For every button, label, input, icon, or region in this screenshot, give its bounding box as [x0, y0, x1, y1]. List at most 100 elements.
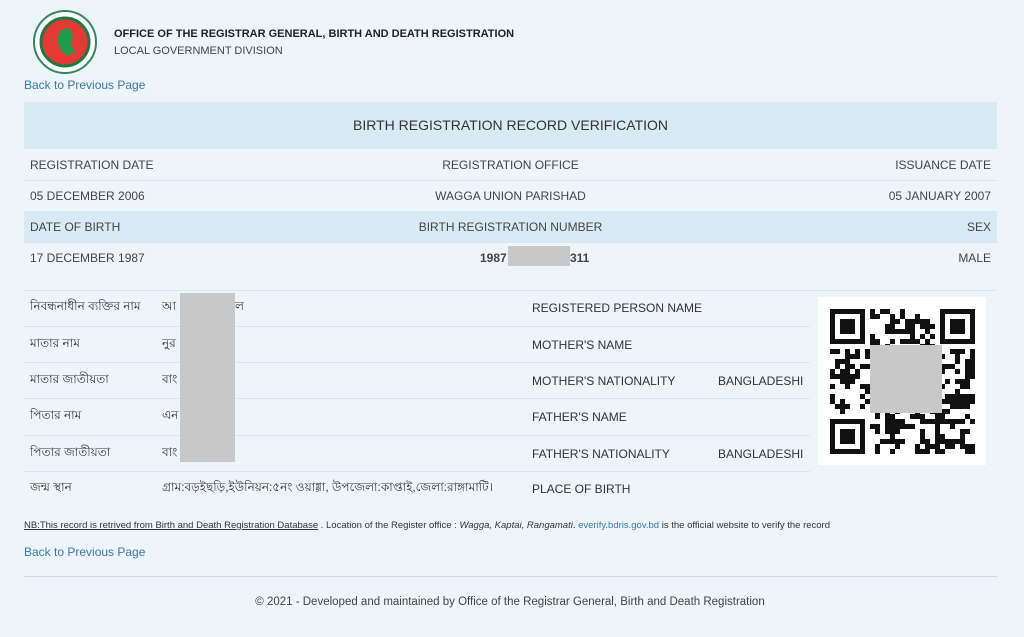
qr-module: [875, 429, 880, 434]
qr-module: [830, 374, 835, 379]
label-en: MOTHER'S NAME: [532, 337, 633, 352]
qr-module: [935, 434, 940, 439]
label-bn: জন্ম স্থান: [30, 479, 72, 494]
qr-module: [950, 349, 955, 354]
qr-module: [935, 439, 940, 444]
qr-module: [940, 414, 945, 419]
qr-module: [970, 419, 975, 424]
qr-module: [970, 374, 975, 379]
header-title: OFFICE OF THE REGISTRAR GENERAL, BIRTH A…: [114, 28, 515, 40]
back-link[interactable]: Back to Previous Page: [24, 545, 146, 559]
website-link[interactable]: everify.bdris.gov.bd: [578, 520, 660, 531]
qr-module: [870, 339, 875, 344]
qr-module: [935, 444, 940, 449]
qr-module: [885, 414, 890, 419]
qr-module: [960, 394, 965, 399]
qr-module: [840, 374, 845, 379]
qr-module: [870, 314, 875, 319]
qr-module: [970, 364, 975, 369]
qr-module: [890, 414, 895, 419]
qr-module: [840, 429, 855, 444]
qr-module: [880, 439, 885, 444]
qr-module: [895, 429, 900, 434]
qr-module: [840, 404, 845, 409]
qr-module: [890, 424, 895, 429]
qr-module: [935, 449, 940, 454]
qr-module: [910, 334, 915, 339]
qr-module: [925, 329, 930, 334]
qr-module: [965, 379, 970, 384]
qr-module: [925, 324, 930, 329]
summary-value: MALE: [958, 251, 991, 265]
qr-module: [835, 404, 840, 409]
back-link[interactable]: Back to Previous Page: [24, 78, 146, 92]
label-bn: পিতার জাতীয়তা: [30, 444, 111, 459]
qr-module: [935, 424, 940, 429]
qr-module: [945, 379, 950, 384]
qr-module: [925, 444, 930, 449]
qr-module: [935, 419, 940, 424]
qr-module: [895, 444, 900, 449]
qr-module: [900, 419, 905, 424]
qr-module: [830, 394, 835, 399]
qr-module: [915, 444, 920, 449]
qr-module: [960, 444, 965, 449]
qr-module: [965, 414, 970, 419]
qr-module: [920, 434, 925, 439]
qr-module: [860, 404, 865, 409]
qr-module: [960, 384, 965, 389]
qr-module: [900, 309, 905, 314]
qr-module: [830, 349, 835, 354]
qr-module: [890, 324, 895, 329]
qr-module: [895, 319, 900, 324]
qr-module: [935, 429, 940, 434]
qr-module: [945, 394, 950, 399]
qr-module: [860, 384, 865, 389]
value-bn: নুর: [162, 335, 176, 350]
note-text: . Location of the Register office :: [318, 520, 460, 531]
label-bn: মাতার জাতীয়তা: [30, 371, 109, 386]
qr-module: [940, 439, 945, 444]
qr-module: [920, 319, 925, 324]
qr-module: [950, 424, 955, 429]
summary-value: 05 DECEMBER 2006: [30, 189, 145, 203]
label-en: REGISTERED PERSON NAME: [532, 301, 703, 315]
qr-module: [845, 379, 850, 384]
qr-module: [930, 419, 935, 424]
qr-module: [965, 429, 970, 434]
qr-module: [925, 319, 930, 324]
qr-module: [910, 339, 915, 344]
qr-module: [885, 309, 890, 314]
qr-module: [890, 339, 895, 344]
qr-module: [905, 424, 910, 429]
qr-module: [945, 444, 950, 449]
qr-module: [900, 314, 905, 319]
qr-module: [895, 419, 900, 424]
qr-module: [835, 349, 840, 354]
detail-row: মাতার জাতীয়তা বাং MOTHER'S NATIONALITY …: [24, 363, 810, 399]
redaction: [180, 293, 235, 462]
qr-module: [895, 439, 900, 444]
qr-module: [955, 379, 960, 384]
qr-module: [955, 394, 960, 399]
qr-module: [940, 434, 945, 439]
qr-module: [865, 399, 870, 404]
qr-module: [890, 429, 895, 434]
qr-module: [940, 364, 945, 369]
qr-module: [895, 329, 900, 334]
summary-value: WAGGA UNION PARISHAD: [435, 189, 586, 203]
qr-module: [845, 384, 850, 389]
qr-module: [840, 369, 845, 374]
qr-module: [970, 449, 975, 454]
government-logo: [33, 10, 97, 74]
qr-module: [900, 424, 905, 429]
qr-module: [970, 349, 975, 354]
qr-module: [965, 444, 970, 449]
qr-module: [845, 374, 850, 379]
summary-row: DATE OF BIRTH BIRTH REGISTRATION NUMBER …: [24, 211, 997, 243]
summary-row: 17 DECEMBER 1987 1987 311 MALE: [24, 242, 997, 273]
qr-module: [940, 369, 945, 374]
registration-number-start: 1987: [480, 251, 507, 265]
qr-module: [865, 364, 870, 369]
